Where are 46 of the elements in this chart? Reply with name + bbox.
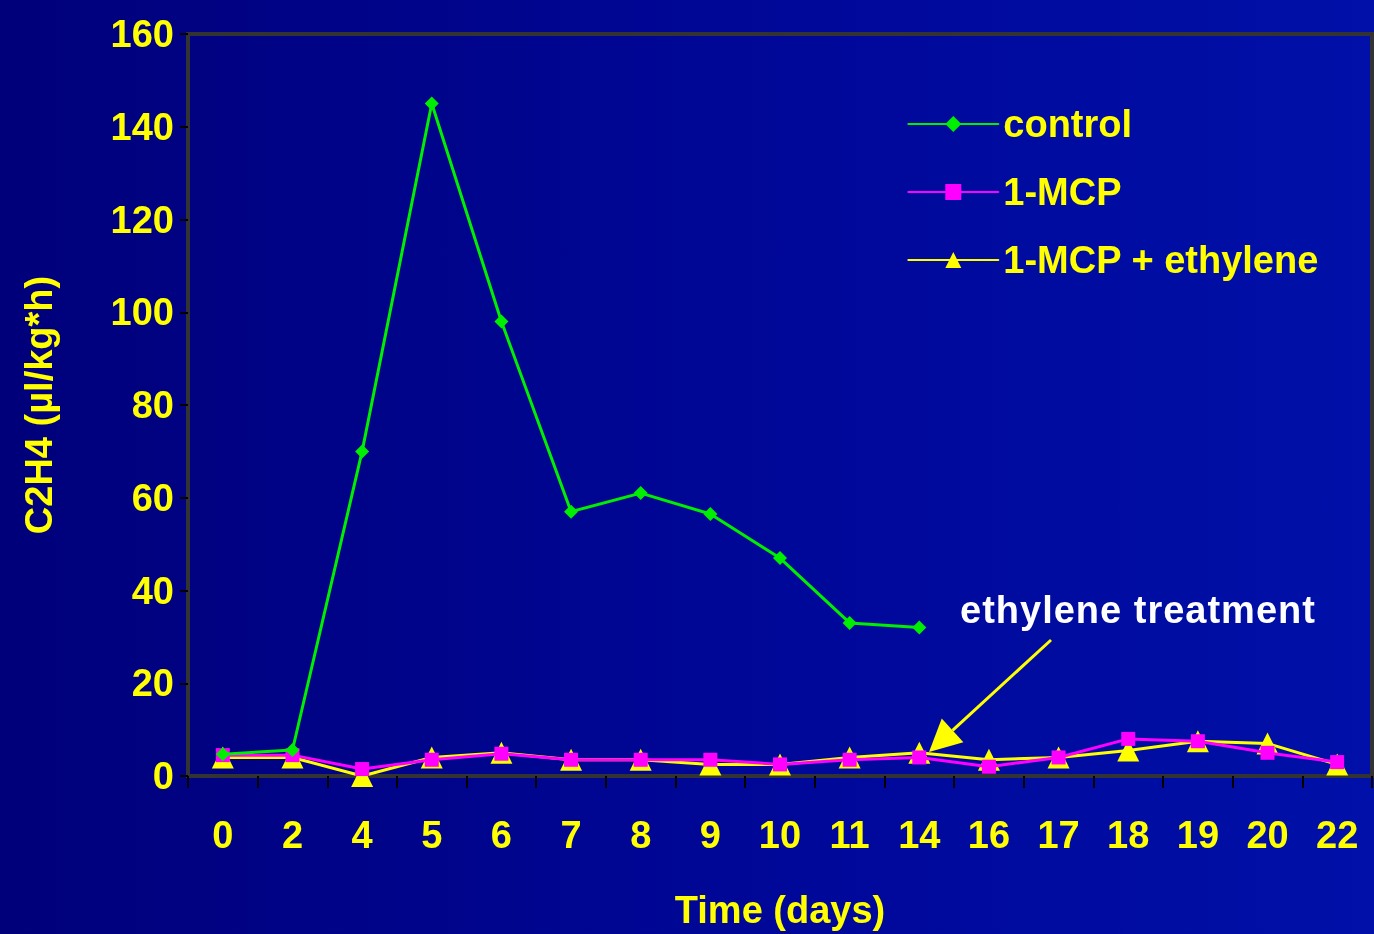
y-tick-label: 60 — [131, 476, 174, 519]
x-tick-label: 5 — [421, 814, 443, 856]
y-tick-label: 140 — [110, 105, 174, 148]
point — [912, 620, 927, 635]
annotation: ethylene treatment — [960, 589, 1316, 632]
x-tick-label: 0 — [212, 814, 234, 856]
x-tick-label: 11 — [829, 814, 870, 856]
y-axis-title: C2H4 (µl/kg*h) — [18, 275, 60, 535]
y-tick-label: 120 — [110, 198, 174, 241]
x-tick-label: 14 — [898, 814, 941, 856]
point — [285, 743, 300, 758]
point — [703, 506, 718, 521]
x-tick-label: 16 — [967, 814, 1011, 856]
y-tick-label: 0 — [152, 755, 174, 797]
x-tick-label: 6 — [490, 814, 512, 856]
y-tick-label: 100 — [110, 291, 174, 334]
point — [1121, 731, 1136, 746]
point — [773, 551, 787, 566]
y-tick-label: 40 — [131, 569, 174, 612]
x-tick-label: 18 — [1107, 814, 1150, 856]
x-tick-label: 4 — [351, 814, 373, 856]
legend-label: 1-MCP + ethylene — [1003, 239, 1319, 281]
point — [494, 314, 509, 329]
point — [1260, 745, 1275, 760]
point — [355, 762, 370, 777]
x-tick-label: 20 — [1246, 814, 1289, 856]
point — [355, 444, 370, 459]
x-tick-label: 9 — [699, 814, 721, 856]
x-tick-label: 7 — [560, 814, 582, 856]
x-axis-title: Time (days) — [674, 889, 886, 931]
x-tick-label: 22 — [1316, 814, 1359, 856]
legend-label: control — [1003, 103, 1133, 145]
x-tick-label: 8 — [630, 814, 652, 856]
point — [564, 504, 579, 519]
point — [424, 96, 439, 111]
x-tick-label: 2 — [281, 814, 304, 856]
x-tick-label: 10 — [758, 814, 802, 856]
y-tick-label: 80 — [131, 384, 174, 426]
x-tick-label: 19 — [1176, 814, 1220, 856]
y-tick-label: 160 — [110, 13, 174, 55]
x-tick-label: 17 — [1037, 814, 1080, 856]
point — [633, 486, 648, 501]
legend-label: 1-MCP — [1003, 171, 1122, 213]
y-tick-label: 20 — [131, 662, 174, 705]
point — [842, 615, 857, 630]
point — [703, 752, 718, 767]
